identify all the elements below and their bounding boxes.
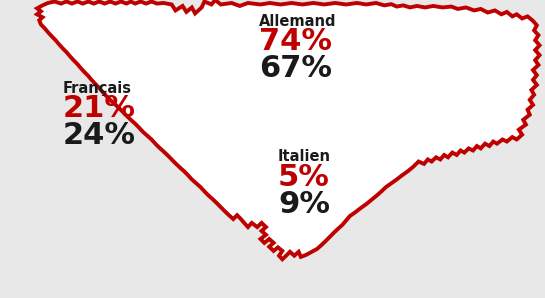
Text: Italien: Italien bbox=[278, 149, 331, 164]
Text: Français: Français bbox=[63, 81, 132, 96]
Text: 9%: 9% bbox=[278, 190, 330, 219]
Text: 21%: 21% bbox=[63, 94, 136, 123]
Polygon shape bbox=[37, 0, 540, 259]
Text: Allemand: Allemand bbox=[259, 14, 336, 29]
Text: 24%: 24% bbox=[63, 122, 136, 150]
Text: 67%: 67% bbox=[259, 55, 332, 83]
Text: 5%: 5% bbox=[278, 163, 330, 192]
Text: 74%: 74% bbox=[259, 27, 332, 56]
